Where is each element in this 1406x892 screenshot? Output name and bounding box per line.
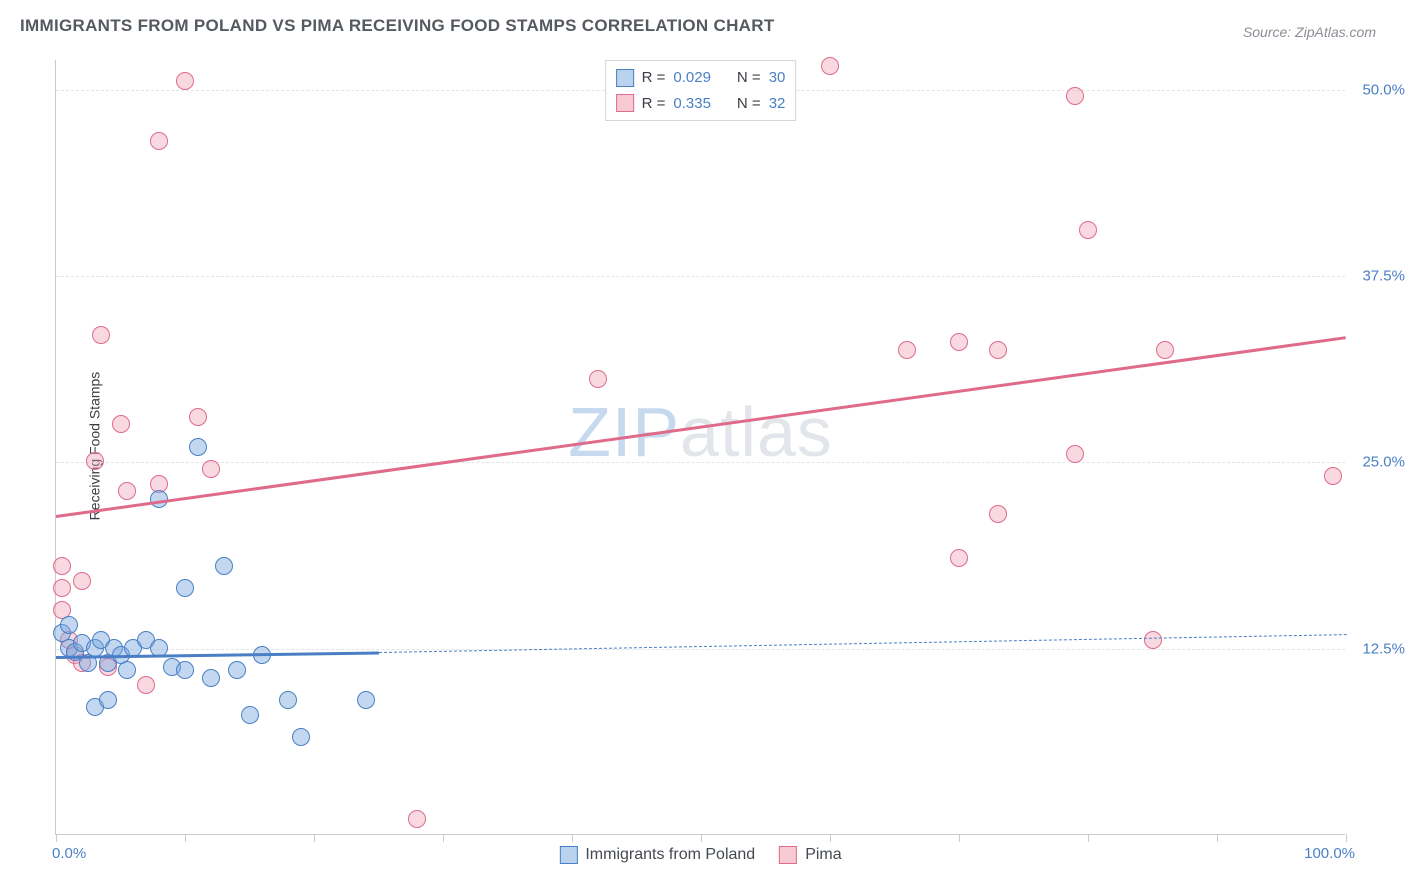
poland-point bbox=[202, 669, 220, 687]
pima-point bbox=[1324, 467, 1342, 485]
legend-swatch bbox=[616, 94, 634, 112]
x-axis-min-label: 0.0% bbox=[52, 845, 86, 862]
gridline bbox=[56, 462, 1345, 463]
x-tick bbox=[959, 834, 960, 842]
poland-point bbox=[99, 691, 117, 709]
x-tick bbox=[830, 834, 831, 842]
y-tick-label: 25.0% bbox=[1362, 454, 1405, 471]
pima-point bbox=[408, 810, 426, 828]
pima-point bbox=[821, 57, 839, 75]
pima-point bbox=[1066, 445, 1084, 463]
n-value: 32 bbox=[769, 91, 786, 117]
pima-point bbox=[73, 572, 91, 590]
poland-trendline-extrapolated bbox=[378, 634, 1346, 653]
poland-point bbox=[176, 579, 194, 597]
legend-stats-box: R = 0.029 N = 30 R = 0.335 N = 32 bbox=[605, 60, 797, 121]
poland-point bbox=[60, 616, 78, 634]
source-attribution: Source: ZipAtlas.com bbox=[1243, 24, 1376, 40]
x-tick bbox=[185, 834, 186, 842]
pima-point bbox=[86, 452, 104, 470]
chart-title: IMMIGRANTS FROM POLAND VS PIMA RECEIVING… bbox=[20, 16, 775, 36]
r-value: 0.335 bbox=[673, 91, 711, 117]
poland-point bbox=[176, 661, 194, 679]
plot-area: ZIPatlas R =0.029N =30R =0.335N =32 Immi… bbox=[55, 60, 1345, 835]
legend-series-item: Pima bbox=[779, 846, 841, 864]
pima-point bbox=[118, 482, 136, 500]
pima-point bbox=[1144, 631, 1162, 649]
y-tick-label: 12.5% bbox=[1362, 640, 1405, 657]
poland-point bbox=[279, 691, 297, 709]
y-tick-label: 37.5% bbox=[1362, 268, 1405, 285]
poland-point bbox=[189, 438, 207, 456]
pima-point bbox=[898, 341, 916, 359]
pima-point bbox=[150, 132, 168, 150]
poland-point bbox=[292, 728, 310, 746]
pima-trendline bbox=[56, 336, 1346, 517]
n-label: N = bbox=[737, 91, 761, 117]
legend-swatch bbox=[779, 846, 797, 864]
r-label: R = bbox=[642, 65, 666, 91]
pima-point bbox=[989, 341, 1007, 359]
x-tick bbox=[1217, 834, 1218, 842]
watermark: ZIPatlas bbox=[568, 392, 833, 472]
pima-point bbox=[92, 326, 110, 344]
pima-point bbox=[53, 557, 71, 575]
poland-point bbox=[215, 557, 233, 575]
legend-series-label: Immigrants from Poland bbox=[585, 846, 755, 864]
pima-point bbox=[1156, 341, 1174, 359]
y-tick-label: 50.0% bbox=[1362, 81, 1405, 98]
legend-swatch bbox=[559, 846, 577, 864]
r-value: 0.029 bbox=[673, 65, 711, 91]
poland-trendline bbox=[56, 652, 379, 659]
poland-point bbox=[241, 706, 259, 724]
pima-point bbox=[1066, 87, 1084, 105]
poland-point bbox=[357, 691, 375, 709]
x-tick bbox=[572, 834, 573, 842]
n-value: 30 bbox=[769, 65, 786, 91]
legend-stat-row: R = 0.335 N = 32 bbox=[616, 91, 786, 117]
x-tick bbox=[56, 834, 57, 842]
pima-point bbox=[53, 579, 71, 597]
legend-stat-row: R = 0.029 N = 30 bbox=[616, 65, 786, 91]
x-tick bbox=[314, 834, 315, 842]
gridline bbox=[56, 276, 1345, 277]
pima-point bbox=[589, 370, 607, 388]
n-label: N = bbox=[737, 65, 761, 91]
x-tick bbox=[443, 834, 444, 842]
pima-point bbox=[950, 333, 968, 351]
x-axis-max-label: 100.0% bbox=[1304, 845, 1355, 862]
poland-point bbox=[228, 661, 246, 679]
pima-point bbox=[176, 72, 194, 90]
pima-point bbox=[112, 415, 130, 433]
pima-point bbox=[1079, 221, 1097, 239]
legend-series: Immigrants from Poland Pima bbox=[559, 846, 841, 864]
legend-series-label: Pima bbox=[805, 846, 841, 864]
pima-point bbox=[989, 505, 1007, 523]
pima-point bbox=[950, 549, 968, 567]
legend-swatch bbox=[616, 69, 634, 87]
r-label: R = bbox=[642, 91, 666, 117]
watermark-part-b: atlas bbox=[680, 393, 833, 471]
legend-series-item: Immigrants from Poland bbox=[559, 846, 755, 864]
pima-point bbox=[202, 460, 220, 478]
poland-point bbox=[118, 661, 136, 679]
x-tick bbox=[701, 834, 702, 842]
pima-point bbox=[189, 408, 207, 426]
pima-point bbox=[137, 676, 155, 694]
x-tick bbox=[1346, 834, 1347, 842]
x-tick bbox=[1088, 834, 1089, 842]
